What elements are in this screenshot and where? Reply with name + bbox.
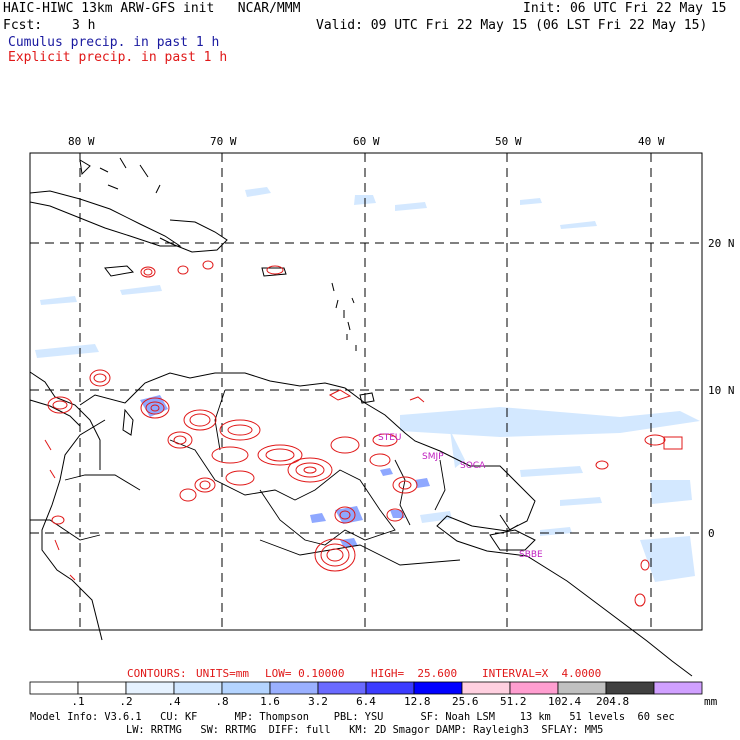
colorbar-swatch <box>29 681 79 695</box>
station-label: SOCA <box>460 461 486 471</box>
colorbar-swatch <box>461 681 511 695</box>
colorbar-tick-label: 12.8 <box>404 695 431 708</box>
colorbar-swatch <box>653 681 703 695</box>
units-label: UNITS=mm <box>196 667 249 680</box>
colorbar-swatch <box>173 681 223 695</box>
colorbar-swatch <box>365 681 415 695</box>
colorbar-tick-label: .4 <box>167 695 181 708</box>
coastlines <box>29 157 693 677</box>
colorbar-tick-label: 6.4 <box>356 695 376 708</box>
station-label: SBBE <box>519 550 543 560</box>
forecast-label: Fcst: <box>3 18 43 33</box>
colorbar <box>29 681 703 695</box>
high-label: HIGH= 25.600 <box>371 667 458 680</box>
colorbar-tick-label: 3.2 <box>308 695 328 708</box>
colorbar-swatch <box>317 681 367 695</box>
colorbar-swatch <box>125 681 175 695</box>
station-label: SMJP <box>422 452 444 462</box>
lat-label: 20 N <box>708 237 735 250</box>
colorbar-tick-label: 204.8 <box>596 695 630 708</box>
colorbar-tick-label: 25.6 <box>452 695 479 708</box>
lon-label: 50 W <box>495 135 522 148</box>
lat-label: 10 N <box>708 384 735 397</box>
model-info-line2: LW: RRTMG SW: RRTMG DIFF: full KM: 2D Sm… <box>126 724 604 736</box>
model-info-line1: Model Info: V3.6.1 CU: KF MP: Thompson P… <box>30 711 675 723</box>
contours-label: CONTOURS: <box>127 667 187 680</box>
low-label: LOW= 0.10000 <box>265 667 345 680</box>
colorbar-swatch <box>221 681 271 695</box>
interval-label: INTERVAL=X 4.0000 <box>482 667 602 680</box>
lat-lon-grid <box>30 153 702 630</box>
cumulus-legend-label: Cumulus precip. in past 1 h <box>8 35 220 50</box>
colorbar-swatch <box>269 681 319 695</box>
lon-label: 40 W <box>638 135 665 148</box>
map-frame <box>29 152 703 631</box>
colorbar-swatch <box>77 681 127 695</box>
colorbar-tick-label: 1.6 <box>260 695 280 708</box>
init-time: Init: 06 UTC Fri 22 May 15 <box>523 1 727 16</box>
colorbar-tick-label: 51.2 <box>500 695 527 708</box>
cumulus-precip-core <box>140 395 430 548</box>
colorbar-swatch <box>557 681 607 695</box>
lon-label: 60 W <box>353 135 380 148</box>
colorbar-swatch <box>509 681 559 695</box>
chart-title: HAIC-HIWC 13km ARW-GFS init NCAR/MMM <box>3 1 301 16</box>
explicit-precip-contours <box>44 260 683 607</box>
valid-time: Valid: 09 UTC Fri 22 May 15 (06 LST Fri … <box>316 18 708 33</box>
station-label: STEU <box>378 433 401 443</box>
colorbar-tick-label: .8 <box>215 695 229 708</box>
colorbar-tick-label: .2 <box>119 695 133 708</box>
colorbar-swatch <box>413 681 463 695</box>
cumulus-precip-shading <box>35 187 700 582</box>
colorbar-tick-label: .1 <box>71 695 85 708</box>
lon-label: 70 W <box>210 135 237 148</box>
explicit-legend-label: Explicit precip. in past 1 h <box>8 50 228 65</box>
lat-label: 0 <box>708 527 715 540</box>
colorbar-swatch <box>605 681 655 695</box>
colorbar-unit: mm <box>704 695 718 708</box>
lon-label: 80 W <box>68 135 95 148</box>
forecast-value: 3 h <box>72 18 96 33</box>
colorbar-tick-label: 102.4 <box>548 695 582 708</box>
